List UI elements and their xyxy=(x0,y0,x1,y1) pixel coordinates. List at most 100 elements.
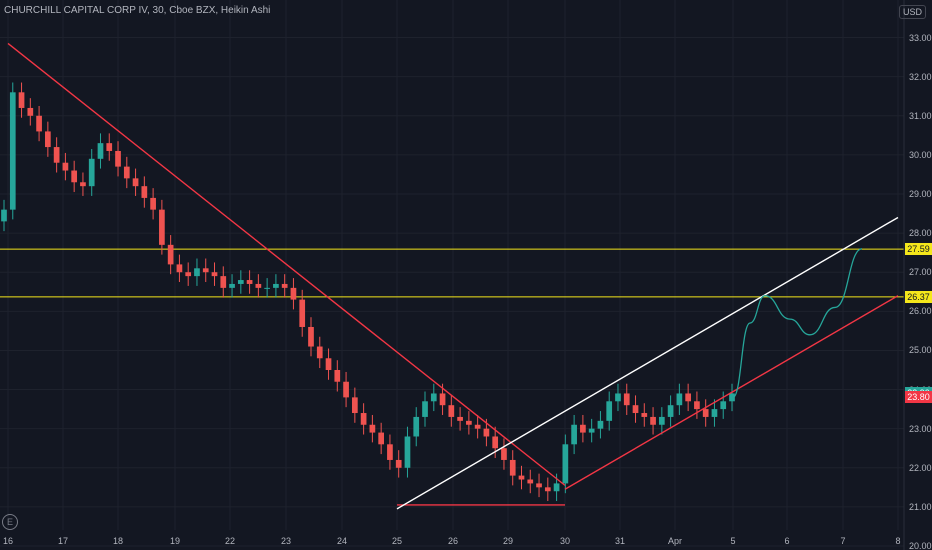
candle-body xyxy=(544,487,551,492)
candle xyxy=(474,414,481,439)
candle-body xyxy=(211,272,218,277)
candle-body xyxy=(264,287,270,289)
candle xyxy=(720,391,727,419)
candle-body xyxy=(80,182,86,187)
grid xyxy=(0,0,904,547)
candle xyxy=(220,266,227,298)
candle-body xyxy=(273,283,279,288)
time-tick: 23 xyxy=(280,536,292,546)
candle xyxy=(676,383,683,415)
price-tick: 27.00 xyxy=(909,267,932,278)
candle xyxy=(132,168,139,196)
time-tick: 24 xyxy=(336,536,348,546)
candle-body xyxy=(448,405,455,417)
price-tick: 33.00 xyxy=(909,32,932,43)
candle xyxy=(536,473,542,498)
candle xyxy=(685,383,691,412)
symbol-title[interactable]: CHURCHILL CAPITAL CORP IV, 30, Cboe BZX,… xyxy=(4,5,271,16)
projection-curve[interactable] xyxy=(732,248,863,399)
candle xyxy=(343,371,349,408)
candle xyxy=(9,82,16,220)
candle xyxy=(71,160,78,193)
candle-body xyxy=(404,436,411,468)
candle xyxy=(606,391,613,431)
time-tick: 18 xyxy=(112,536,124,546)
candle xyxy=(509,450,516,486)
candle xyxy=(378,422,385,455)
candle-body xyxy=(1,209,7,222)
time-tick: 7 xyxy=(840,536,846,546)
time-tick: 26 xyxy=(447,536,459,546)
candle xyxy=(325,348,332,380)
candle xyxy=(448,395,455,427)
candle-body xyxy=(343,381,349,398)
trend-lines[interactable] xyxy=(7,42,899,510)
candle-body xyxy=(351,397,358,414)
time-tick: 30 xyxy=(559,536,571,546)
candle xyxy=(45,121,51,157)
candle xyxy=(27,98,34,126)
candle xyxy=(501,438,507,470)
candle-body xyxy=(334,370,341,382)
candle xyxy=(527,469,534,494)
price-tick: 21.00 xyxy=(909,501,932,512)
time-tick: Apr xyxy=(667,536,683,546)
price-badge: 27.59 xyxy=(905,243,932,256)
candle xyxy=(150,188,156,220)
candle xyxy=(1,199,7,232)
price-tick: 20.00 xyxy=(909,541,932,550)
price-tick: 25.00 xyxy=(909,345,932,356)
candle xyxy=(711,399,718,427)
price-badge: 26.37 xyxy=(905,290,932,303)
candle xyxy=(36,106,42,142)
candle xyxy=(97,133,104,169)
candle-body xyxy=(53,147,60,163)
candle-body xyxy=(413,416,420,437)
candle xyxy=(562,434,569,494)
candle xyxy=(457,407,463,431)
candle xyxy=(518,465,525,490)
candle-body xyxy=(88,158,95,187)
candle-body xyxy=(360,413,367,425)
candle xyxy=(273,274,279,298)
candle-body xyxy=(430,393,437,402)
candle-body xyxy=(650,416,656,425)
candle xyxy=(53,137,60,173)
candle-body xyxy=(141,186,148,198)
candle xyxy=(702,399,709,427)
candle xyxy=(632,395,639,423)
candle-body xyxy=(509,459,516,476)
candle xyxy=(667,395,674,427)
candle-body xyxy=(667,405,674,417)
candle xyxy=(123,156,130,189)
candle-body xyxy=(588,428,595,433)
time-tick: 6 xyxy=(784,536,790,546)
candle xyxy=(115,141,121,177)
candle-body xyxy=(71,170,78,183)
candle-body xyxy=(387,444,393,460)
candle-body xyxy=(711,409,718,417)
horizontal-levels[interactable] xyxy=(0,248,904,298)
price-tick: 26.00 xyxy=(909,306,932,317)
candle-body xyxy=(378,432,385,445)
candle xyxy=(422,391,428,427)
candle-body xyxy=(237,280,244,284)
candle-body xyxy=(167,244,174,265)
candle xyxy=(395,450,402,478)
candle xyxy=(246,270,253,294)
candle-body xyxy=(597,420,604,429)
trend-line-red xyxy=(7,42,566,486)
candle xyxy=(185,262,192,286)
candle-body xyxy=(422,401,428,417)
candle xyxy=(641,403,648,427)
price-badge: 23.80 xyxy=(905,391,932,404)
time-tick: 29 xyxy=(502,536,514,546)
candle-body xyxy=(395,459,402,468)
candle xyxy=(588,418,595,443)
candle xyxy=(369,414,376,443)
price-tick: 28.00 xyxy=(909,228,932,239)
event-icon[interactable]: E xyxy=(2,514,18,530)
currency-button[interactable]: USD xyxy=(898,5,926,19)
